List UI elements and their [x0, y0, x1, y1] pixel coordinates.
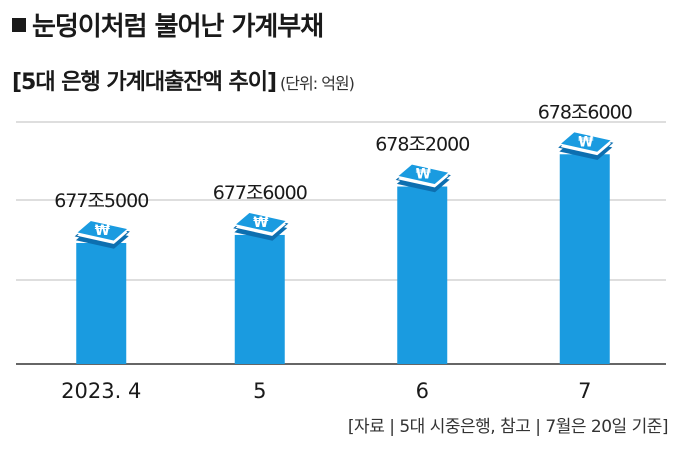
chart-title: [5대 은행 가계대출잔액 추이]	[12, 70, 277, 95]
chart-subtitle: [5대 은행 가계대출잔액 추이] (단위: 억원)	[12, 64, 355, 96]
x-tick-label-1: 5	[253, 379, 266, 403]
data-label-2: 678조2000	[375, 134, 469, 156]
headline: 눈덩이처럼 불어난 가계부채	[12, 6, 324, 43]
bullet-square-icon	[12, 18, 26, 32]
data-label-3: 678조6000	[538, 101, 632, 123]
bar-3	[559, 154, 610, 364]
headline-text: 눈덩이처럼 불어난 가계부채	[32, 12, 324, 42]
data-label-0: 677조5000	[54, 190, 148, 212]
x-tick-label-0: 2023. 4	[61, 379, 141, 403]
x-tick-label-3: 7	[578, 379, 591, 403]
bar-1	[234, 234, 285, 364]
source-note: [자료 | 5대 시중은행, 참고 | 7월은 20일 기준]	[347, 417, 669, 437]
data-label-1: 677조6000	[213, 182, 307, 204]
bar-2	[397, 186, 448, 364]
unit-label: (단위: 억원)	[280, 74, 355, 93]
x-tick-label-2: 6	[416, 379, 429, 403]
bar-0	[76, 243, 127, 364]
